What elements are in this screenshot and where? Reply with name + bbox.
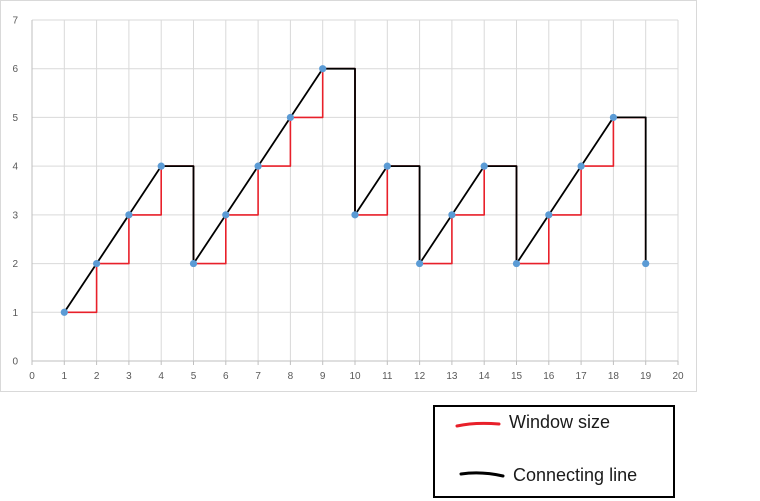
x-tick-label-17: 17	[576, 371, 588, 382]
data-point-6	[222, 211, 230, 219]
data-point-12	[416, 259, 424, 268]
x-tick-label-8: 8	[288, 371, 294, 382]
x-tick-label-2: 2	[94, 371, 100, 382]
x-tick-label-0: 0	[29, 371, 35, 382]
x-tick-label-1: 1	[62, 371, 68, 382]
data-point-7	[254, 162, 262, 170]
series-line-connecting-line	[63, 67, 647, 314]
legend-swatch-connecting-line	[459, 471, 505, 478]
x-tick-label-5: 5	[191, 371, 197, 382]
y-tick-label-2: 2	[12, 259, 18, 270]
data-point-3	[125, 211, 133, 219]
data-point-4	[157, 162, 165, 170]
x-tick-label-15: 15	[511, 371, 523, 382]
data-point-15	[512, 259, 521, 268]
data-point-13	[448, 211, 456, 219]
x-tick-label-4: 4	[158, 371, 164, 382]
data-point-9	[319, 65, 327, 73]
y-tick-label-7: 7	[12, 16, 18, 27]
y-tick-label-3: 3	[12, 210, 18, 221]
y-tick-label-0: 0	[12, 357, 18, 368]
y-tick-label-6: 6	[12, 64, 18, 75]
legend-swatch-window-size	[455, 421, 501, 428]
data-point-5	[189, 259, 198, 268]
x-tick-label-16: 16	[543, 371, 555, 382]
x-tick-label-13: 13	[446, 371, 458, 382]
x-tick-label-11: 11	[382, 371, 393, 382]
data-point-2	[93, 259, 101, 268]
y-tick-label-5: 5	[12, 113, 18, 124]
x-tick-label-20: 20	[672, 371, 684, 382]
data-point-11	[383, 162, 391, 170]
data-point-8	[286, 113, 294, 122]
data-point-16	[545, 211, 553, 219]
axes	[31, 20, 679, 365]
x-tick-label-19: 19	[640, 371, 652, 382]
y-tick-label-1: 1	[12, 308, 18, 319]
legend-label-connecting-line: Connecting line	[513, 465, 638, 485]
x-tick-label-10: 10	[349, 371, 361, 382]
legend: Window size Connecting line	[433, 405, 675, 498]
legend-label-window-size: Window size	[509, 412, 611, 432]
x-tick-label-14: 14	[479, 371, 491, 382]
x-tick-label-9: 9	[320, 371, 326, 382]
data-point-17	[577, 162, 585, 170]
x-tick-label-18: 18	[608, 371, 620, 382]
x-tick-label-3: 3	[126, 371, 132, 382]
data-points	[60, 65, 650, 316]
data-point-10	[351, 211, 359, 219]
data-point-14	[480, 162, 488, 170]
chart-frame: 0 1 2 3 4 5 6 7 8 9 10 11 12 13 14 15 16 17 18 19 20 0 1 2 3 4 5 6 7	[0, 0, 697, 392]
data-point-1	[60, 308, 68, 316]
data-point-19	[642, 259, 650, 268]
x-tick-label-6: 6	[223, 371, 229, 382]
y-tick-label-4: 4	[12, 162, 18, 173]
data-point-18	[609, 113, 618, 122]
x-tick-label-12: 12	[414, 371, 426, 382]
x-tick-label-7: 7	[255, 371, 261, 382]
